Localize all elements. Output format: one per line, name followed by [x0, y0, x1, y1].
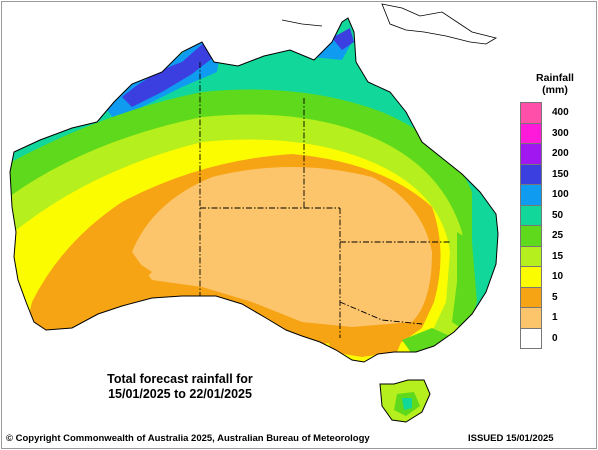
legend-label-200: 200 — [552, 148, 569, 159]
legend-label-150: 150 — [552, 168, 569, 180]
caption-line-2: 15/01/2025 to 22/01/2025 — [108, 387, 252, 401]
legend-swatch-200 — [520, 143, 542, 165]
legend-swatch-15 — [520, 245, 542, 267]
legend-swatch-5 — [520, 286, 542, 308]
state-borders — [199, 62, 450, 338]
legend-label-400: 400 — [552, 107, 569, 118]
map-caption: Total forecast rainfall for 15/01/2025 t… — [100, 372, 260, 402]
issued-date: ISSUED 15/01/2025 — [468, 433, 554, 444]
rainfall-map — [2, 2, 510, 426]
legend-label-1: 1 — [552, 312, 558, 323]
caption-line-1: Total forecast rainfall for — [107, 372, 253, 386]
mainland-coastline — [9, 17, 499, 363]
legend-label-15: 15 — [552, 250, 564, 262]
rainfall-bands — [10, 18, 498, 362]
legend-label-0: 0 — [552, 332, 558, 344]
legend-label-5: 5 — [552, 291, 558, 303]
legend-swatch-25 — [520, 225, 542, 247]
legend-swatch-10 — [520, 266, 542, 288]
island-outline — [281, 19, 323, 27]
legend-label-50: 50 — [552, 209, 564, 221]
legend-swatch-0 — [520, 327, 542, 349]
legend-swatch-100 — [520, 184, 542, 206]
legend-title: Rainfall — [536, 72, 574, 84]
legend-swatch-150 — [520, 163, 542, 185]
tasmania-coastline — [379, 379, 431, 423]
legend-swatch-300 — [520, 122, 542, 144]
rainfall-legend: Rainfall (mm) 400 300 200 150 100 50 25 15 10 5 1 0 — [512, 72, 594, 349]
legend-swatch-1 — [520, 307, 542, 329]
copyright-notice: © Copyright Commonwealth of Australia 20… — [6, 433, 370, 444]
legend-label-100: 100 — [552, 189, 569, 200]
legend-units: (mm) — [542, 84, 568, 96]
legend-swatch-50 — [520, 204, 542, 226]
legend-label-300: 300 — [552, 127, 569, 139]
legend-label-10: 10 — [552, 271, 564, 282]
legend-label-25: 25 — [552, 230, 564, 241]
legend-swatch-400 — [520, 102, 542, 124]
new-guinea-outline — [381, 3, 498, 45]
